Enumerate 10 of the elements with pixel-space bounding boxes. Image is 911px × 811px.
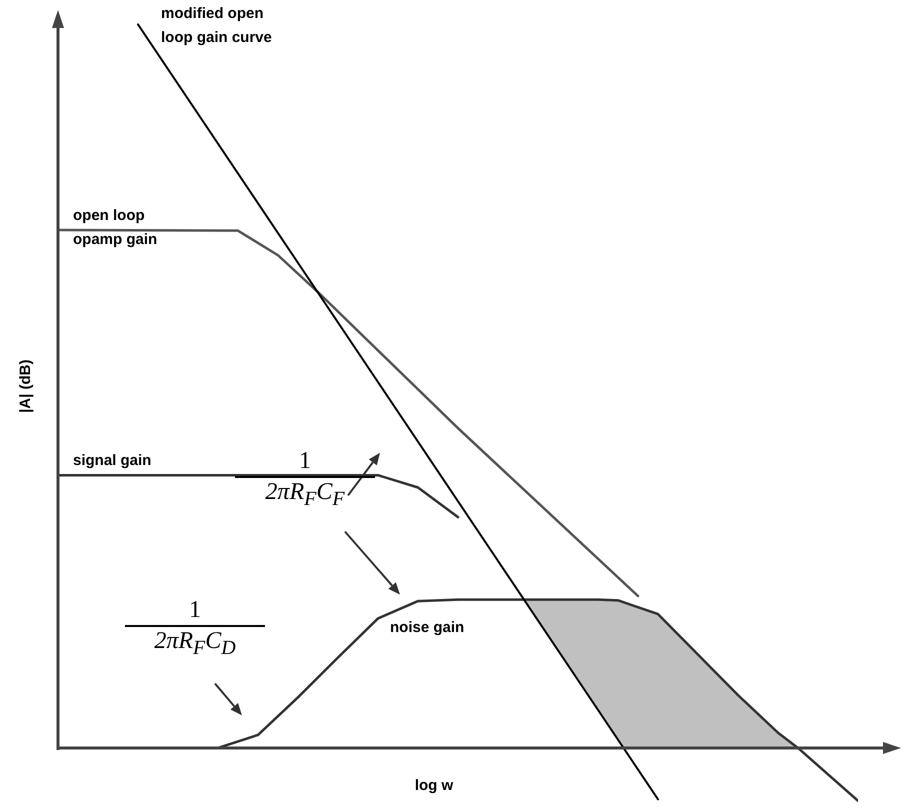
annotation: 2πR$_{F}$C$_{F}$ xyxy=(235,476,375,514)
annotation: 1 xyxy=(188,596,202,624)
y-axis-title: |A| (dB) xyxy=(17,360,34,413)
annotation: 2πR$_{F}$C$_{D}$ xyxy=(125,625,265,662)
annotation: 1 xyxy=(298,447,312,476)
series-label: noise gain xyxy=(390,618,466,638)
series-label: signal gain xyxy=(73,451,152,472)
series-label: open loop opamp gain xyxy=(73,206,158,250)
series-label: modified open loop gain curve xyxy=(161,4,273,48)
x-axis-title: log w xyxy=(414,776,454,794)
